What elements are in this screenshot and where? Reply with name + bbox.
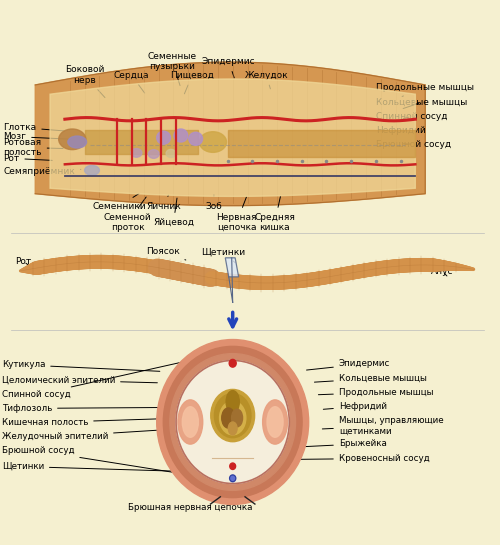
Text: Яйцевод: Яйцевод [153, 198, 194, 227]
Text: Зоб: Зоб [206, 195, 222, 211]
Text: Боковой
нерв: Боковой нерв [65, 65, 105, 98]
Text: Брюшная нервная цепочка: Брюшная нервная цепочка [128, 495, 253, 512]
Circle shape [230, 463, 235, 469]
Ellipse shape [58, 129, 86, 150]
Text: Эпидермис: Эпидермис [202, 57, 256, 78]
Ellipse shape [156, 340, 308, 505]
Text: Яичник: Яичник [146, 195, 181, 211]
Text: Нервная
цепочка: Нервная цепочка [216, 197, 257, 232]
Text: Поясок: Поясок [146, 247, 186, 260]
Ellipse shape [226, 391, 239, 413]
Text: Щетинки: Щетинки [2, 462, 219, 473]
Ellipse shape [220, 401, 246, 435]
Polygon shape [226, 258, 238, 277]
Text: Рот: Рот [3, 154, 52, 163]
Circle shape [231, 476, 234, 480]
Text: Мышцы, управляющие
щетинками: Мышцы, управляющие щетинками [322, 416, 444, 435]
Text: Семенники: Семенники [92, 193, 146, 211]
Ellipse shape [200, 132, 226, 153]
Ellipse shape [170, 354, 296, 490]
Text: Рот: Рот [16, 257, 32, 267]
Text: Средняя
кишка: Средняя кишка [254, 196, 295, 232]
Text: Щетинки: Щетинки [201, 247, 245, 263]
Ellipse shape [182, 407, 198, 437]
Text: Мозг: Мозг [3, 132, 71, 141]
Ellipse shape [156, 131, 170, 144]
Text: Кольцевые мышцы: Кольцевые мышцы [376, 98, 467, 108]
Text: Брюшной сосуд: Брюшной сосуд [376, 140, 451, 149]
Ellipse shape [222, 408, 235, 428]
Text: Продольные мышцы: Продольные мышцы [318, 387, 434, 397]
Ellipse shape [262, 400, 287, 444]
Ellipse shape [131, 149, 142, 158]
Polygon shape [50, 79, 416, 196]
Ellipse shape [164, 347, 302, 498]
Ellipse shape [214, 393, 251, 438]
Ellipse shape [174, 129, 188, 142]
Ellipse shape [178, 400, 203, 444]
Text: Кутикула: Кутикула [2, 360, 160, 371]
Polygon shape [35, 62, 425, 205]
Text: Ротовая
полость: Ротовая полость [3, 138, 63, 157]
Text: Семенной
проток: Семенной проток [104, 197, 152, 232]
Text: Сердца: Сердца [114, 71, 150, 93]
Text: Желудочный эпителий: Желудочный эпителий [2, 429, 182, 441]
Ellipse shape [68, 136, 86, 148]
Text: Семяприёмник: Семяприёмник [3, 167, 81, 177]
Text: Кишечная полость: Кишечная полость [2, 418, 176, 427]
Ellipse shape [211, 390, 254, 441]
Text: Семенные
пузырьки: Семенные пузырьки [148, 52, 197, 86]
Text: Брюшной сосуд: Брюшной сосуд [2, 446, 230, 481]
Text: Кровеносный сосуд: Кровеносный сосуд [286, 454, 430, 463]
Text: Анус: Анус [431, 267, 454, 276]
Text: Желудок: Желудок [244, 71, 288, 89]
Ellipse shape [148, 150, 159, 159]
Text: Тифлозоль: Тифлозоль [2, 404, 188, 413]
Text: Кольцевые мышцы: Кольцевые мышцы [314, 373, 426, 383]
Text: Пищевод: Пищевод [170, 71, 214, 94]
Text: Спинной сосуд: Спинной сосуд [2, 352, 230, 399]
Ellipse shape [176, 360, 290, 483]
Text: Целомический эпителий: Целомический эпителий [2, 376, 158, 385]
Ellipse shape [267, 407, 283, 437]
Ellipse shape [189, 132, 202, 146]
Circle shape [229, 359, 236, 367]
Text: Эпидермис: Эпидермис [306, 359, 390, 370]
Text: Нефридий: Нефридий [376, 125, 426, 135]
Text: Продольные мышцы: Продольные мышцы [376, 83, 474, 96]
Ellipse shape [84, 166, 100, 175]
Text: Глотка: Глотка [3, 123, 64, 132]
Ellipse shape [166, 149, 176, 158]
Text: Спинной сосуд: Спинной сосуд [376, 112, 448, 121]
Text: Нефридий: Нефридий [324, 402, 387, 411]
Ellipse shape [228, 422, 237, 435]
Circle shape [230, 475, 236, 482]
Text: Брыжейка: Брыжейка [289, 439, 386, 448]
Ellipse shape [232, 409, 242, 427]
